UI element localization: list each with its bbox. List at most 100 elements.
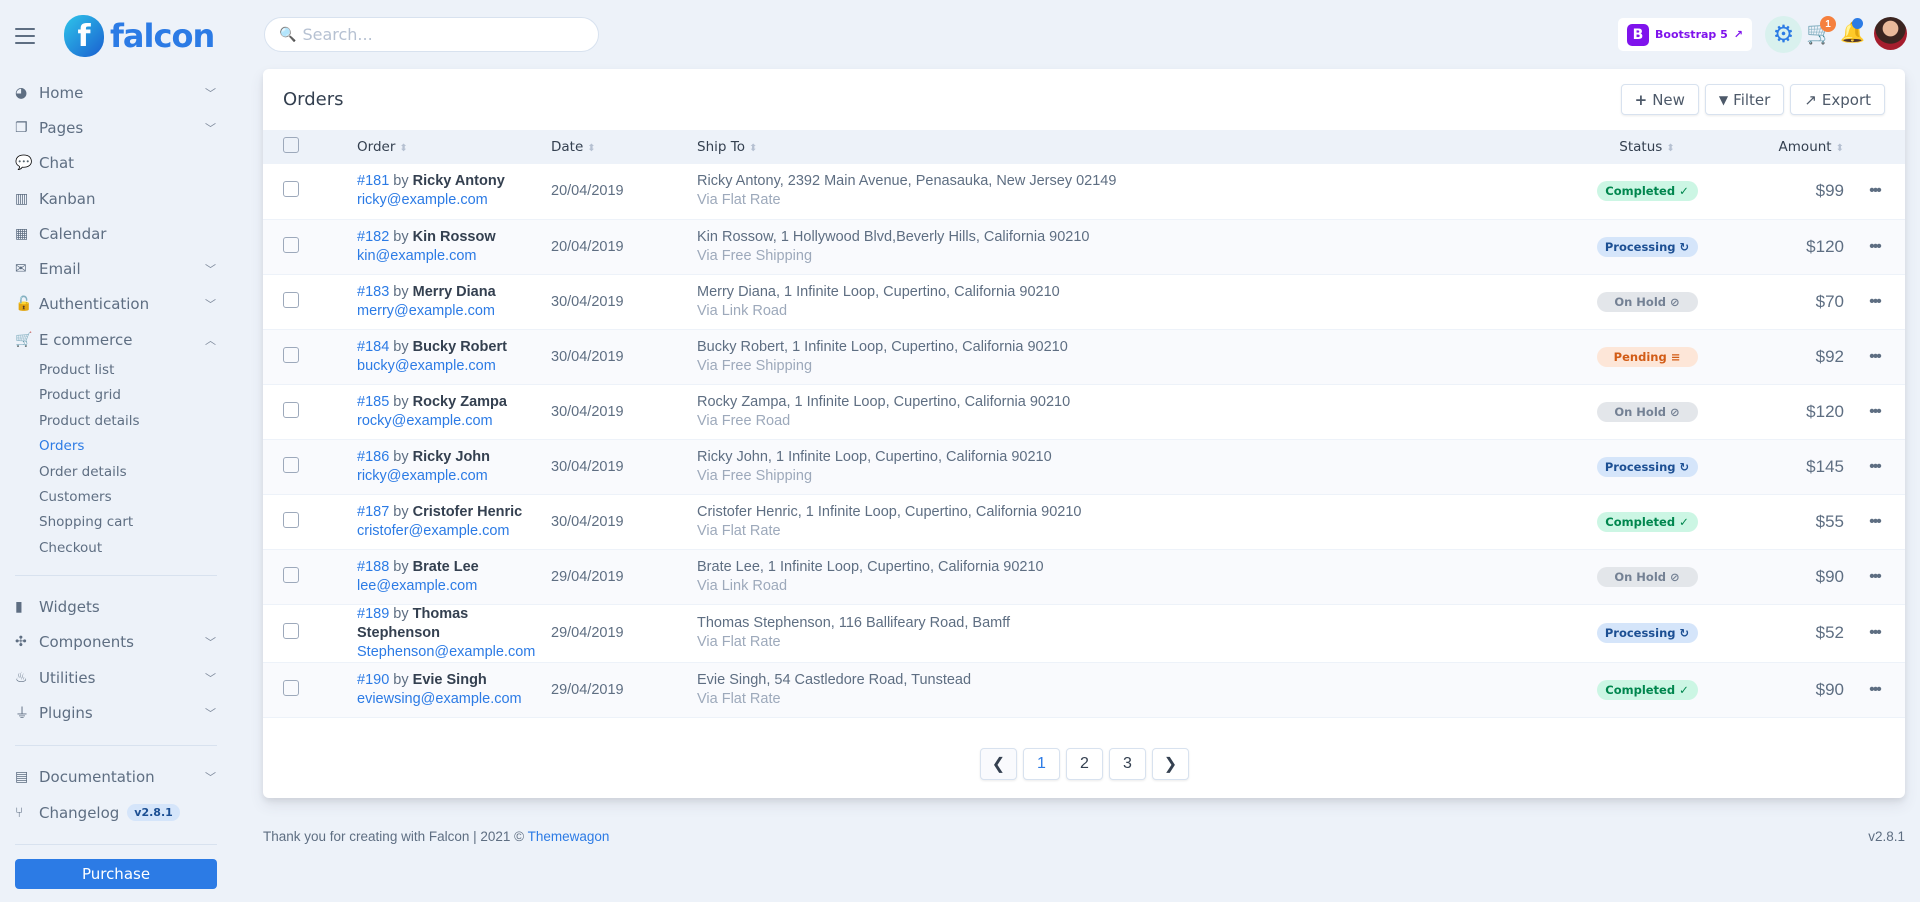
- new-button[interactable]: + New: [1620, 84, 1699, 115]
- customer-email-link[interactable]: lee@example.com: [357, 577, 478, 594]
- avatar[interactable]: [1874, 17, 1907, 50]
- page-1-button[interactable]: 1: [1023, 748, 1060, 780]
- customer-email-link[interactable]: ricky@example.com: [357, 467, 488, 484]
- order-id-link[interactable]: #187: [357, 503, 390, 520]
- row-actions-menu-icon[interactable]: •••: [1844, 494, 1905, 550]
- sidebar-subitem-shopping-cart[interactable]: Shopping cart: [39, 514, 134, 531]
- sidebar-subitem-order-details[interactable]: Order details: [39, 463, 127, 480]
- sidebar-item-chat[interactable]: 💬 Chat: [15, 146, 217, 181]
- order-date: 30/04/2019: [551, 439, 697, 495]
- row-actions-menu-icon[interactable]: •••: [1844, 274, 1905, 330]
- row-actions-menu-icon[interactable]: •••: [1844, 164, 1905, 220]
- row-checkbox[interactable]: [283, 236, 299, 253]
- sidebar-item-plugins[interactable]: ⏚ Plugins ﹀: [15, 695, 217, 730]
- sidebar-item-kanban[interactable]: ▥ Kanban: [15, 181, 217, 216]
- row-actions-menu-icon[interactable]: •••: [1844, 439, 1905, 495]
- sidebar-item-authentication[interactable]: 🔓 Authentication ﹀: [15, 287, 217, 322]
- row-actions-menu-icon[interactable]: •••: [1844, 329, 1905, 385]
- status-label: Completed: [1605, 682, 1676, 697]
- row-checkbox[interactable]: [283, 401, 299, 418]
- filter-icon: ▼: [1718, 92, 1729, 107]
- export-button[interactable]: ↗ Export: [1790, 84, 1885, 115]
- sidebar-item-e-commerce[interactable]: 🛒 E commerce ︿: [15, 322, 217, 357]
- row-checkbox[interactable]: [283, 456, 299, 473]
- page-2-button[interactable]: 2: [1066, 748, 1103, 780]
- sidebar-item-email[interactable]: ✉ Email ﹀: [15, 251, 217, 286]
- select-all-checkbox[interactable]: [283, 137, 299, 153]
- cart-icon[interactable]: 🛒 1: [1806, 16, 1836, 46]
- order-amount: $55: [1717, 494, 1844, 550]
- column-header-date[interactable]: Date ⬍: [551, 130, 697, 164]
- row-actions-menu-icon[interactable]: •••: [1844, 219, 1905, 275]
- prev-page-button[interactable]: ❮: [980, 748, 1017, 780]
- sidebar-item-home[interactable]: ◕ Home ﹀: [15, 75, 217, 110]
- order-amount: $92: [1717, 329, 1844, 385]
- order-id-link[interactable]: #181: [357, 173, 390, 190]
- customer-email-link[interactable]: Stephenson@example.com: [357, 643, 536, 660]
- sidebar-item-utilities[interactable]: ♨ Utilities ﹀: [15, 660, 217, 695]
- order-id-link[interactable]: #185: [357, 393, 390, 410]
- row-actions-menu-icon[interactable]: •••: [1844, 604, 1905, 663]
- sidebar-subitem-product-grid[interactable]: Product grid: [39, 387, 121, 404]
- row-checkbox[interactable]: [283, 511, 299, 528]
- order-id-link[interactable]: #188: [357, 558, 390, 575]
- status-label: On Hold: [1614, 404, 1667, 419]
- customer-email-link[interactable]: cristofer@example.com: [357, 522, 510, 539]
- sidebar-subitem-checkout[interactable]: Checkout: [39, 539, 103, 556]
- order-id-link[interactable]: #184: [357, 338, 390, 355]
- sidebar-subitem-orders[interactable]: Orders: [39, 438, 85, 455]
- filter-button[interactable]: ▼ Filter: [1704, 84, 1785, 115]
- logo[interactable]: f falcon: [64, 15, 215, 57]
- column-header-amount[interactable]: Amount ⬍: [1717, 130, 1844, 164]
- row-checkbox[interactable]: [283, 679, 299, 696]
- customer-email-link[interactable]: kin@example.com: [357, 247, 477, 264]
- customer-email-link[interactable]: ricky@example.com: [357, 192, 488, 209]
- page-3-button[interactable]: 3: [1109, 748, 1146, 780]
- order-id-link[interactable]: #186: [357, 448, 390, 465]
- sidebar-item-pages[interactable]: ❐ Pages ﹀: [15, 110, 217, 145]
- chevron-down-icon: ﹀: [205, 86, 216, 100]
- sidebar-item-changelog[interactable]: ⑂ Changelog v2.8.1: [15, 795, 217, 830]
- row-checkbox[interactable]: [283, 566, 299, 583]
- customer-email-link[interactable]: rocky@example.com: [357, 412, 493, 429]
- sidebar-item-widgets[interactable]: ▮ Widgets: [15, 590, 217, 625]
- row-checkbox[interactable]: [283, 291, 299, 308]
- column-header-status[interactable]: Status ⬍: [1577, 130, 1717, 164]
- sidebar-item-label: Authentication: [39, 295, 150, 314]
- order-id-link[interactable]: #182: [357, 228, 390, 245]
- row-checkbox[interactable]: [283, 181, 299, 198]
- order-id-link[interactable]: #183: [357, 283, 390, 300]
- sidebar-subitem-product-list[interactable]: Product list: [39, 362, 115, 379]
- sidebar-subitem-product-details[interactable]: Product details: [39, 412, 140, 429]
- purchase-button[interactable]: Purchase: [15, 859, 217, 890]
- row-checkbox[interactable]: [283, 346, 299, 363]
- order-amount: $90: [1717, 549, 1844, 605]
- sidebar-subitem-customers[interactable]: Customers: [39, 489, 112, 506]
- customer-email-link[interactable]: eviewsing@example.com: [357, 690, 522, 707]
- column-header-order[interactable]: Order ⬍: [357, 130, 551, 164]
- sidebar-item-calendar[interactable]: ▦ Calendar: [15, 216, 217, 251]
- row-actions-menu-icon[interactable]: •••: [1844, 384, 1905, 440]
- customer-email-link[interactable]: bucky@example.com: [357, 357, 496, 374]
- status-completed-icon: ✓: [1679, 184, 1689, 199]
- customer-email-link[interactable]: merry@example.com: [357, 302, 495, 319]
- settings-gear-icon[interactable]: ⚙: [1765, 16, 1802, 53]
- bootstrap-5-link[interactable]: B Bootstrap 5 ↗: [1618, 18, 1752, 51]
- next-page-button[interactable]: ❯: [1152, 748, 1189, 780]
- column-label: Ship To: [697, 139, 745, 155]
- ship-to-address: Bucky Robert, 1 Infinite Loop, Cupertino…: [697, 338, 1068, 355]
- bell-icon[interactable]: 🔔: [1840, 18, 1865, 45]
- order-id-link[interactable]: #189: [357, 605, 390, 622]
- sidebar-item-documentation[interactable]: ▤ Documentation ﹀: [15, 760, 217, 795]
- row-actions-menu-icon[interactable]: •••: [1844, 549, 1905, 605]
- customer-name: Ricky John: [412, 448, 491, 465]
- row-checkbox[interactable]: [283, 623, 299, 639]
- search-box[interactable]: 🔍: [264, 17, 599, 52]
- themewagon-link[interactable]: Themewagon: [527, 829, 610, 844]
- row-actions-menu-icon[interactable]: •••: [1844, 662, 1905, 718]
- menu-toggle-button[interactable]: [15, 28, 35, 44]
- order-id-link[interactable]: #190: [357, 671, 390, 688]
- column-header-ship-to[interactable]: Ship To ⬍: [697, 130, 1577, 164]
- sidebar-item-components[interactable]: ✣ Components ﹀: [15, 625, 217, 660]
- search-input[interactable]: [302, 25, 583, 44]
